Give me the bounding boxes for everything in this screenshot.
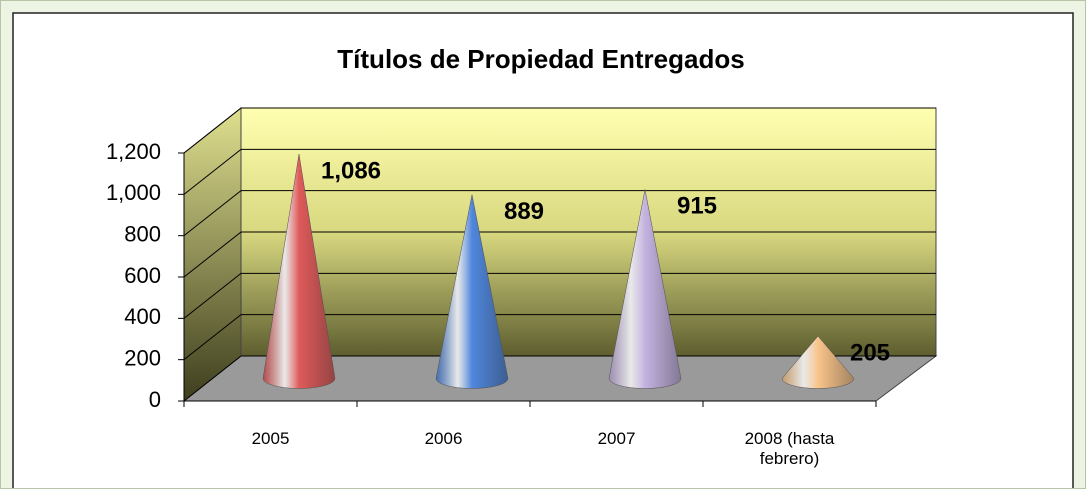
value-label: 205 bbox=[850, 339, 890, 366]
grid-line bbox=[183, 272, 242, 319]
y-tick-label: 0 bbox=[149, 387, 161, 412]
value-label: 915 bbox=[677, 193, 717, 220]
grid-line bbox=[183, 107, 242, 154]
y-tick-label: 200 bbox=[124, 345, 161, 370]
cone bbox=[608, 189, 682, 389]
grid-line bbox=[183, 231, 242, 278]
grid-line bbox=[183, 355, 242, 402]
value-label: 1,086 bbox=[321, 157, 381, 184]
grid-line bbox=[183, 314, 242, 361]
x-tick-label: 2007 bbox=[597, 429, 636, 448]
y-tick-label: 800 bbox=[124, 221, 161, 246]
cone bbox=[435, 194, 509, 389]
x-tick-label: 2008 (hasta febrero) bbox=[744, 429, 835, 468]
grid-line bbox=[183, 190, 242, 237]
chart-title: Títulos de Propiedad Entregados bbox=[337, 44, 744, 74]
y-tick-label: 400 bbox=[124, 304, 161, 329]
x-tick-label: 2006 bbox=[424, 429, 463, 448]
value-label: 889 bbox=[504, 198, 544, 225]
cone bbox=[781, 335, 855, 389]
y-tick-label: 1,200 bbox=[106, 139, 161, 164]
cone bbox=[262, 154, 336, 389]
y-tick-label: 600 bbox=[124, 263, 161, 288]
y-tick-label: 1,000 bbox=[106, 180, 161, 205]
grid-line bbox=[183, 148, 242, 195]
x-tick-label: 2005 bbox=[251, 429, 290, 448]
